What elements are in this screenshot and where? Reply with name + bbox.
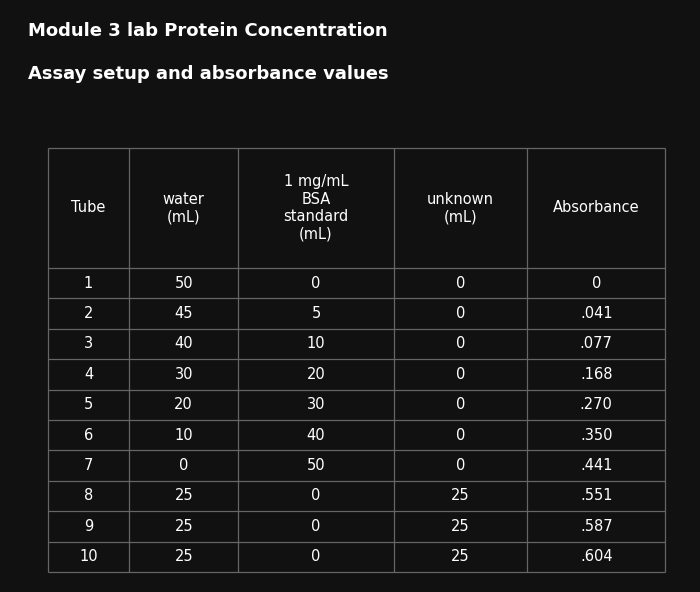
Text: 0: 0 [456, 427, 466, 443]
Text: 0: 0 [456, 458, 466, 473]
Text: 6: 6 [84, 427, 93, 443]
Text: 2: 2 [84, 306, 93, 321]
Text: 50: 50 [174, 276, 193, 291]
Text: .441: .441 [580, 458, 612, 473]
Text: .041: .041 [580, 306, 612, 321]
Text: 25: 25 [174, 549, 193, 564]
Text: water
(mL): water (mL) [163, 192, 204, 224]
Text: 3: 3 [84, 336, 93, 352]
Text: Module 3 lab Protein Concentration: Module 3 lab Protein Concentration [28, 22, 388, 40]
Text: 25: 25 [452, 549, 470, 564]
Text: 30: 30 [174, 367, 193, 382]
Text: 40: 40 [174, 336, 193, 352]
Text: 25: 25 [174, 519, 193, 534]
Text: 25: 25 [452, 488, 470, 504]
Text: 40: 40 [307, 427, 326, 443]
Text: 5: 5 [312, 306, 321, 321]
Text: 0: 0 [456, 367, 466, 382]
Text: 10: 10 [174, 427, 193, 443]
Text: .270: .270 [580, 397, 612, 412]
Text: 0: 0 [179, 458, 188, 473]
Text: unknown
(mL): unknown (mL) [427, 192, 494, 224]
Text: 45: 45 [174, 306, 193, 321]
Text: 1: 1 [84, 276, 93, 291]
Text: 0: 0 [312, 549, 321, 564]
Text: 20: 20 [307, 367, 326, 382]
Text: Tube: Tube [71, 201, 106, 215]
Text: 50: 50 [307, 458, 326, 473]
Text: 0: 0 [312, 276, 321, 291]
Text: 4: 4 [84, 367, 93, 382]
Text: 0: 0 [312, 519, 321, 534]
Text: 5: 5 [84, 397, 93, 412]
Text: 10: 10 [307, 336, 326, 352]
Text: 25: 25 [174, 488, 193, 504]
Text: 0: 0 [592, 276, 601, 291]
Text: 10: 10 [79, 549, 98, 564]
Text: 20: 20 [174, 397, 193, 412]
Text: 1 mg/mL
BSA
standard
(mL): 1 mg/mL BSA standard (mL) [284, 175, 349, 242]
Text: .350: .350 [580, 427, 612, 443]
Text: .551: .551 [580, 488, 612, 504]
Text: .168: .168 [580, 367, 612, 382]
Text: 8: 8 [84, 488, 93, 504]
Text: .604: .604 [580, 549, 612, 564]
Text: Assay setup and absorbance values: Assay setup and absorbance values [28, 65, 388, 83]
Text: Absorbance: Absorbance [553, 201, 640, 215]
Text: 7: 7 [84, 458, 93, 473]
Text: 0: 0 [456, 276, 466, 291]
Text: 25: 25 [452, 519, 470, 534]
Text: 9: 9 [84, 519, 93, 534]
Text: .077: .077 [580, 336, 612, 352]
Text: 0: 0 [456, 397, 466, 412]
Text: 0: 0 [456, 336, 466, 352]
Text: 30: 30 [307, 397, 326, 412]
Text: .587: .587 [580, 519, 612, 534]
Text: 0: 0 [312, 488, 321, 504]
Text: 0: 0 [456, 306, 466, 321]
